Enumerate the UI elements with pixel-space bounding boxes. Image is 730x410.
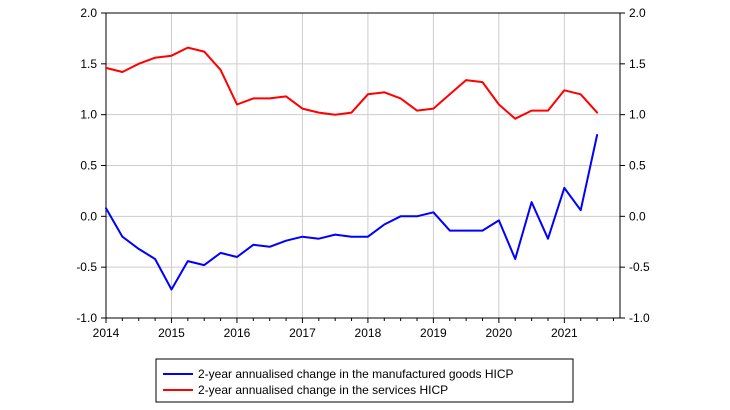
x-tick-label: 2014 bbox=[93, 326, 120, 340]
y-tick-label-right: -0.5 bbox=[629, 260, 650, 274]
legend-label: 2-year annualised change in the services… bbox=[198, 383, 448, 397]
legend: 2-year annualised change in the manufact… bbox=[155, 358, 574, 403]
y-tick-label-right: 2.0 bbox=[629, 6, 646, 20]
legend-box bbox=[155, 358, 574, 403]
x-tick-label: 2015 bbox=[158, 326, 185, 340]
y-tick-label-left: -1.0 bbox=[76, 311, 97, 325]
y-tick-label-left: 1.0 bbox=[80, 108, 97, 122]
x-tick-label: 2020 bbox=[486, 326, 513, 340]
axes: -1.0 -1.0 -0.5 -0.5 0.0 0.0 0.5 0.5 1.0 1.0 1.5 1.5… bbox=[76, 6, 650, 340]
y-tick-label-left: 0.0 bbox=[80, 209, 97, 223]
series-line-services bbox=[105, 46, 599, 120]
y-tick-label-left: 1.5 bbox=[80, 57, 97, 71]
y-tick-label-right: 1.0 bbox=[629, 108, 646, 122]
x-tick-label: 2021 bbox=[551, 326, 578, 340]
y-tick-label-right: 0.0 bbox=[629, 209, 646, 223]
y-tick-label-left: 0.5 bbox=[80, 159, 97, 173]
y-tick-label-right: 0.5 bbox=[629, 159, 646, 173]
series-layer bbox=[105, 46, 599, 291]
x-tick-label: 2019 bbox=[420, 326, 447, 340]
legend-label: 2-year annualised change in the manufact… bbox=[198, 367, 514, 381]
plot-frame bbox=[105, 12, 621, 319]
y-tick-label-right: -1.0 bbox=[629, 311, 650, 325]
y-tick-label-left: 2.0 bbox=[80, 6, 97, 20]
x-tick-label: 2017 bbox=[289, 326, 316, 340]
x-tick-label: 2016 bbox=[224, 326, 251, 340]
x-tick-label: 2018 bbox=[355, 326, 382, 340]
y-tick-label-right: 1.5 bbox=[629, 57, 646, 71]
series-line-manufactured-goods bbox=[105, 134, 599, 291]
y-tick-label-left: -0.5 bbox=[76, 260, 97, 274]
grid bbox=[105, 12, 620, 319]
